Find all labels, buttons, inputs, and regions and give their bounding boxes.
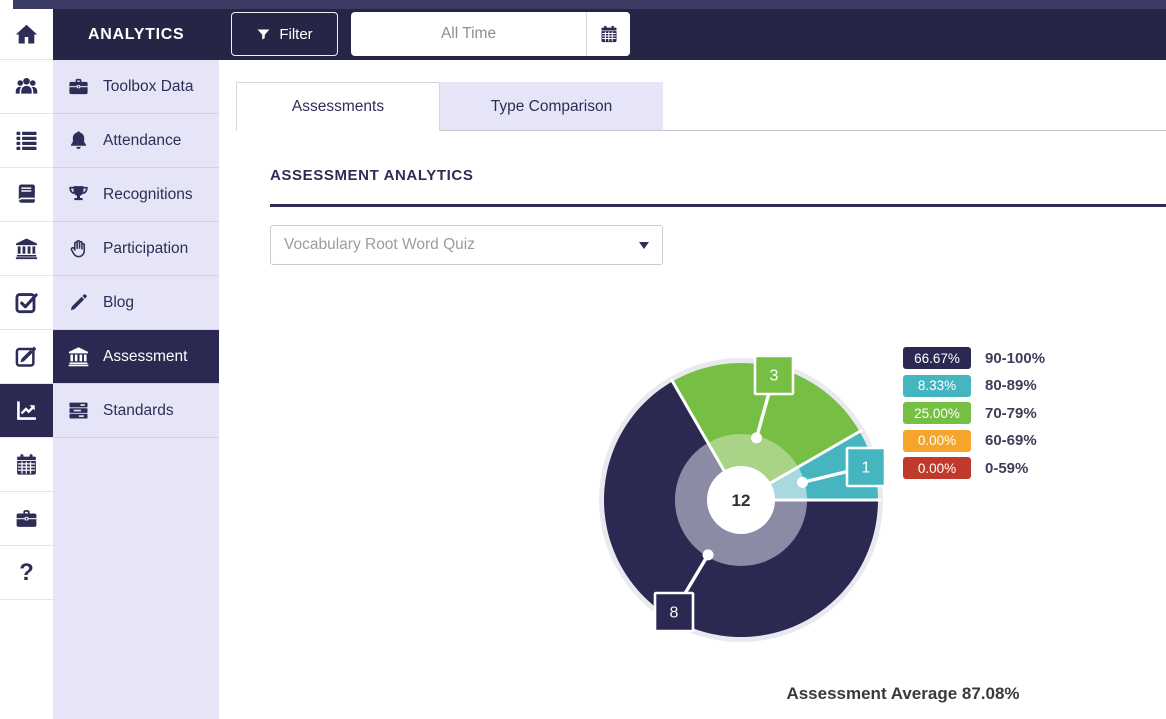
tab-assessments[interactable]: Assessments [236,82,440,131]
calendar-button[interactable] [587,12,630,56]
svg-text:1: 1 [862,460,871,477]
rail-item-book[interactable] [0,168,53,222]
svg-text:12: 12 [732,491,751,510]
assessment-select[interactable]: Vocabulary Root Word Quiz [270,225,663,265]
legend-row-60-69%: 0.00% 60-69% [903,429,1045,452]
rail-item-check-square[interactable] [0,276,53,330]
sidebar-item-assessment[interactable]: Assessment [53,330,219,384]
filter-button[interactable]: Filter [231,12,338,56]
legend-swatch: 8.33% [903,374,971,397]
icon-rail: ? [0,9,53,719]
stack-icon [67,399,90,422]
legend-row-80-89%: 8.33% 80-89% [903,374,1045,397]
sidebar-item-label: Attendance [103,131,182,149]
top-strip [13,0,1166,9]
question-icon: ? [19,558,34,586]
rail-item-home[interactable] [0,9,53,60]
chevron-down-icon [639,242,649,249]
legend-label: 80-89% [985,377,1037,394]
pencil-icon [67,291,90,314]
filter-icon [256,27,271,42]
calendar-icon [599,24,619,44]
list-icon [14,128,39,153]
rail-item-bank[interactable] [0,222,53,276]
legend-label: 0-59% [985,459,1029,477]
legend-row-70-79%: 25.00% 70-79% [903,402,1045,424]
date-range-picker: All Time [351,12,630,56]
legend-label: 90-100% [985,349,1046,367]
briefcase-icon [67,75,90,98]
assessment-select-value: Vocabulary Root Word Quiz [284,236,475,253]
page-title: ANALYTICS [88,25,185,43]
sidebar-item-recognitions[interactable]: Recognitions [53,168,219,222]
divider [586,12,587,56]
briefcase-icon [14,506,39,531]
sidebar-menu: Toolbox Data Attendance Recognitions Partic… [53,60,219,719]
sidebar-item-label: Toolbox Data [103,77,194,95]
tab-underline [440,130,1166,131]
rail-item-edit-square[interactable] [0,330,53,384]
legend-label: 60-69% [985,432,1037,449]
legend-swatch: 0.00% [903,457,971,479]
legend-row-0-59%: 0.00% 0-59% [903,457,1045,479]
bank-icon [14,236,39,261]
calendar-icon [14,452,39,477]
assessment-donut-chart: 12 3 1 8 [569,328,913,672]
sidebar-item-label: Assessment [103,347,188,365]
rail-item-list[interactable] [0,114,53,168]
assessment-average-caption: Assessment Average 87.08% [786,684,1020,703]
sidebar-item-attendance[interactable]: Attendance [53,114,219,168]
sidebar-item-label: Blog [103,293,135,311]
section-rule [270,204,1166,207]
main-content: Assessments Type Comparison ASSESSMENT A… [219,60,1166,719]
filter-label: Filter [279,25,313,43]
sidebar-item-label: Participation [103,239,189,257]
rail-item-calendar[interactable] [0,438,53,492]
svg-text:3: 3 [770,368,779,385]
section-title: ASSESSMENT ANALYTICS [270,167,474,184]
hand-icon [67,237,90,260]
sidebar-item-standards[interactable]: Standards [53,384,219,438]
sidebar-item-toolbox-data[interactable]: Toolbox Data [53,60,219,114]
svg-text:8: 8 [670,605,679,622]
book-icon [14,182,39,207]
legend-label: 70-79% [985,404,1037,422]
rail-item-question[interactable]: ? [0,546,53,600]
legend-swatch: 66.67% [903,347,971,369]
legend-swatch: 0.00% [903,429,971,452]
sidebar-item-blog[interactable]: Blog [53,276,219,330]
rail-item-briefcase[interactable] [0,492,53,546]
rail-item-users[interactable] [0,60,53,114]
top-navbar: ANALYTICS Filter All Time [53,9,1166,60]
bell-icon [67,129,90,152]
chart-line-icon [14,398,39,423]
sidebar-item-participation[interactable]: Participation [53,222,219,276]
check-square-icon [14,290,39,315]
bank-icon [67,345,90,368]
edit-square-icon [14,344,39,369]
rail-item-chart-line[interactable] [0,384,53,438]
sidebar-item-label: Recognitions [103,185,193,203]
home-icon [14,22,39,47]
chart-legend: 66.67% 90-100% 8.33% 80-89% 25.00% 70-79% 0.00… [903,347,1045,485]
legend-row-90-100%: 66.67% 90-100% [903,347,1045,369]
date-range-input[interactable]: All Time [440,25,497,42]
sidebar-item-label: Standards [103,401,174,419]
users-icon [14,74,39,99]
legend-swatch: 25.00% [903,402,971,424]
tab-type-comparison[interactable]: Type Comparison [440,82,663,131]
trophy-icon [67,183,90,206]
